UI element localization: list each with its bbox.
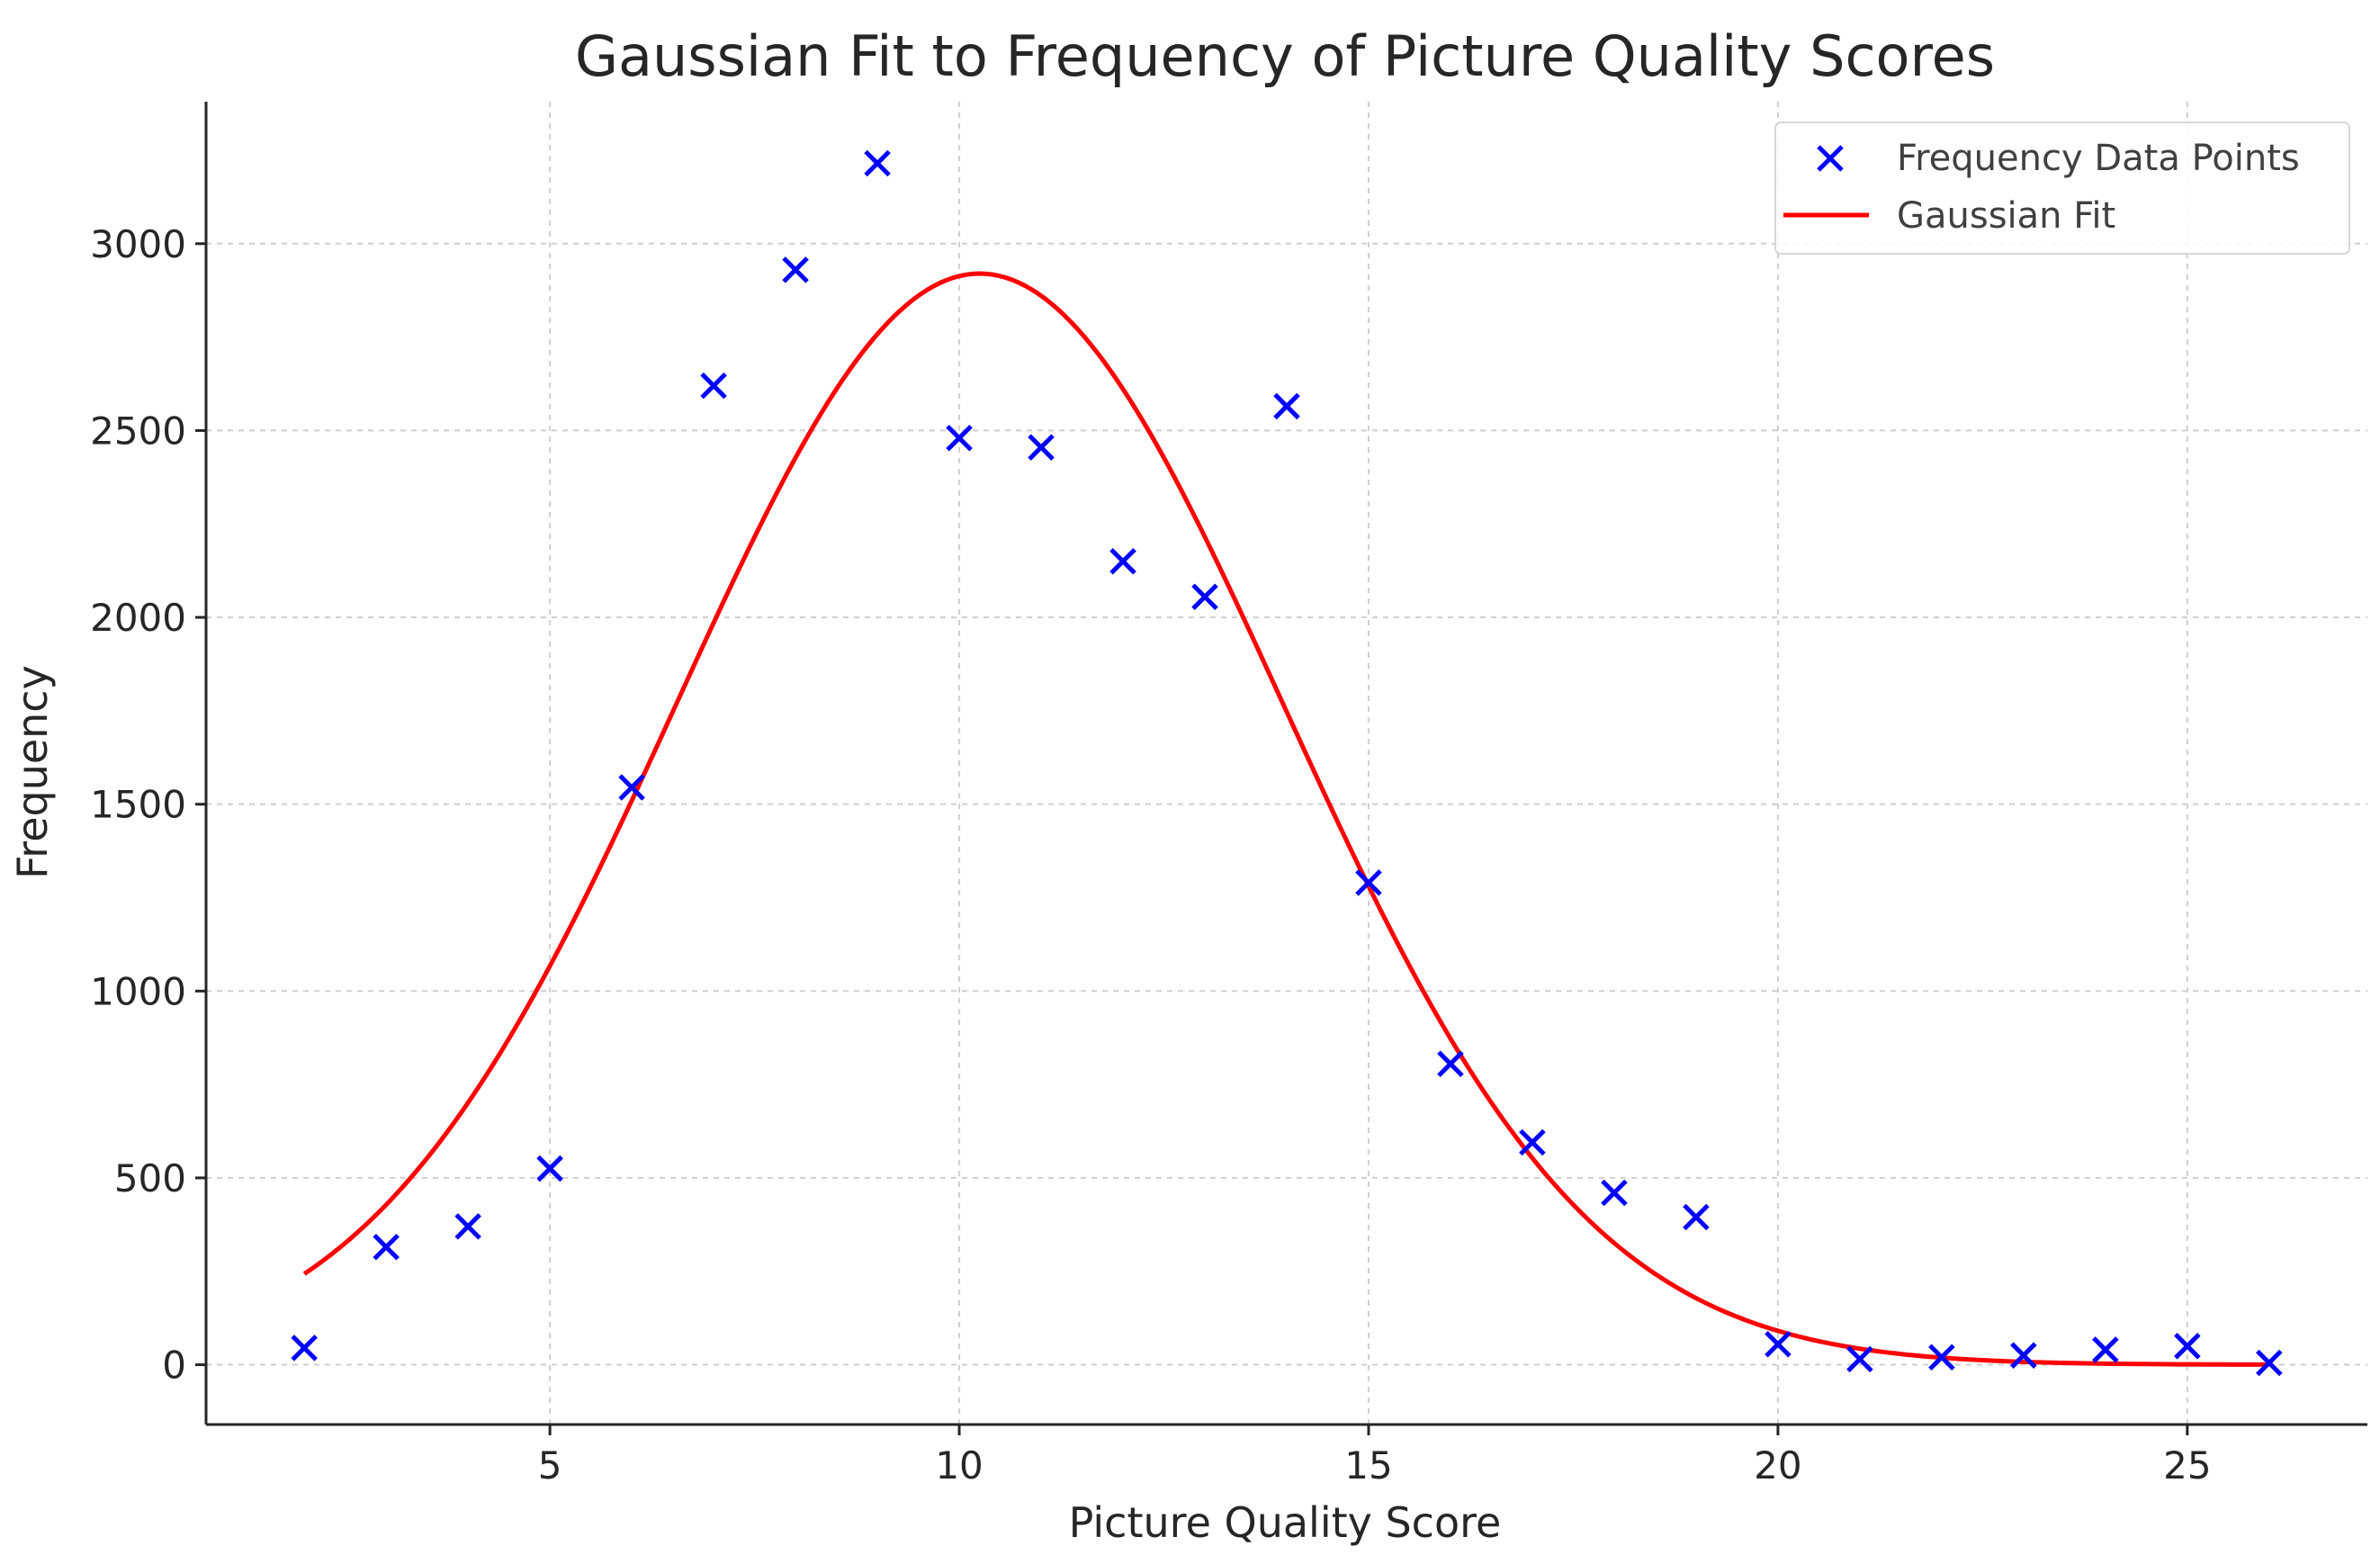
legend: Frequency Data Points Gaussian Fit — [1774, 121, 2350, 255]
data-point — [1765, 1330, 1792, 1358]
y-tick-label: 2000 — [90, 596, 186, 640]
chart-title: Gaussian Fit to Frequency of Picture Qua… — [575, 23, 1995, 89]
legend-label-gaussian-fit: Gaussian Fit — [1897, 195, 2115, 237]
data-point — [2010, 1342, 2037, 1369]
data-point — [1109, 547, 1136, 575]
y-ticks: 0 500 1000 1500 2000 2500 3000 — [90, 222, 206, 1388]
data-point — [1519, 1128, 1546, 1156]
y-axis-label: Frequency — [8, 665, 57, 879]
x-tick-label: 20 — [1754, 1443, 1801, 1488]
data-point — [1273, 392, 1300, 420]
y-tick-label: 0 — [162, 1344, 186, 1388]
grid-lines — [206, 102, 2367, 1425]
data-point — [700, 372, 727, 400]
data-point — [2174, 1333, 2201, 1360]
data-point — [1601, 1179, 1628, 1207]
y-tick-label: 1500 — [90, 783, 186, 827]
x-axis-label: Picture Quality Score — [1069, 1498, 1502, 1547]
y-tick-label: 3000 — [90, 222, 186, 266]
data-point — [291, 1335, 318, 1362]
gaussian-fit-layer — [302, 271, 2269, 1367]
x-tick-label: 10 — [935, 1443, 983, 1488]
data-point — [1928, 1344, 1955, 1371]
data-point — [454, 1213, 481, 1240]
legend-marker-x-icon — [1817, 145, 1844, 172]
data-point — [2092, 1336, 2119, 1363]
x-tick-label: 5 — [538, 1443, 562, 1488]
legend-label-data-points: Frequency Data Points — [1897, 138, 2300, 179]
data-point — [1191, 583, 1218, 610]
legend-box — [1774, 121, 2350, 255]
data-point — [373, 1233, 400, 1261]
data-point — [536, 1155, 563, 1182]
data-point — [1846, 1345, 1873, 1373]
gaussian-fit-line — [302, 271, 2269, 1367]
data-point — [864, 149, 891, 177]
x-tick-label: 15 — [1344, 1443, 1392, 1488]
data-point — [1028, 434, 1055, 461]
data-point — [1683, 1203, 1710, 1231]
data-point — [782, 256, 809, 283]
data-point — [946, 424, 973, 452]
x-ticks: 5 10 15 20 25 — [538, 1425, 2212, 1488]
y-tick-label: 2500 — [90, 409, 186, 453]
x-tick-label: 25 — [2163, 1443, 2211, 1488]
y-tick-label: 500 — [114, 1156, 186, 1200]
data-point — [1355, 869, 1382, 896]
data-point — [2256, 1349, 2283, 1377]
data-points-layer — [291, 149, 2283, 1377]
data-point — [618, 774, 645, 801]
data-point — [1437, 1050, 1464, 1078]
y-tick-label: 1000 — [90, 969, 186, 1013]
